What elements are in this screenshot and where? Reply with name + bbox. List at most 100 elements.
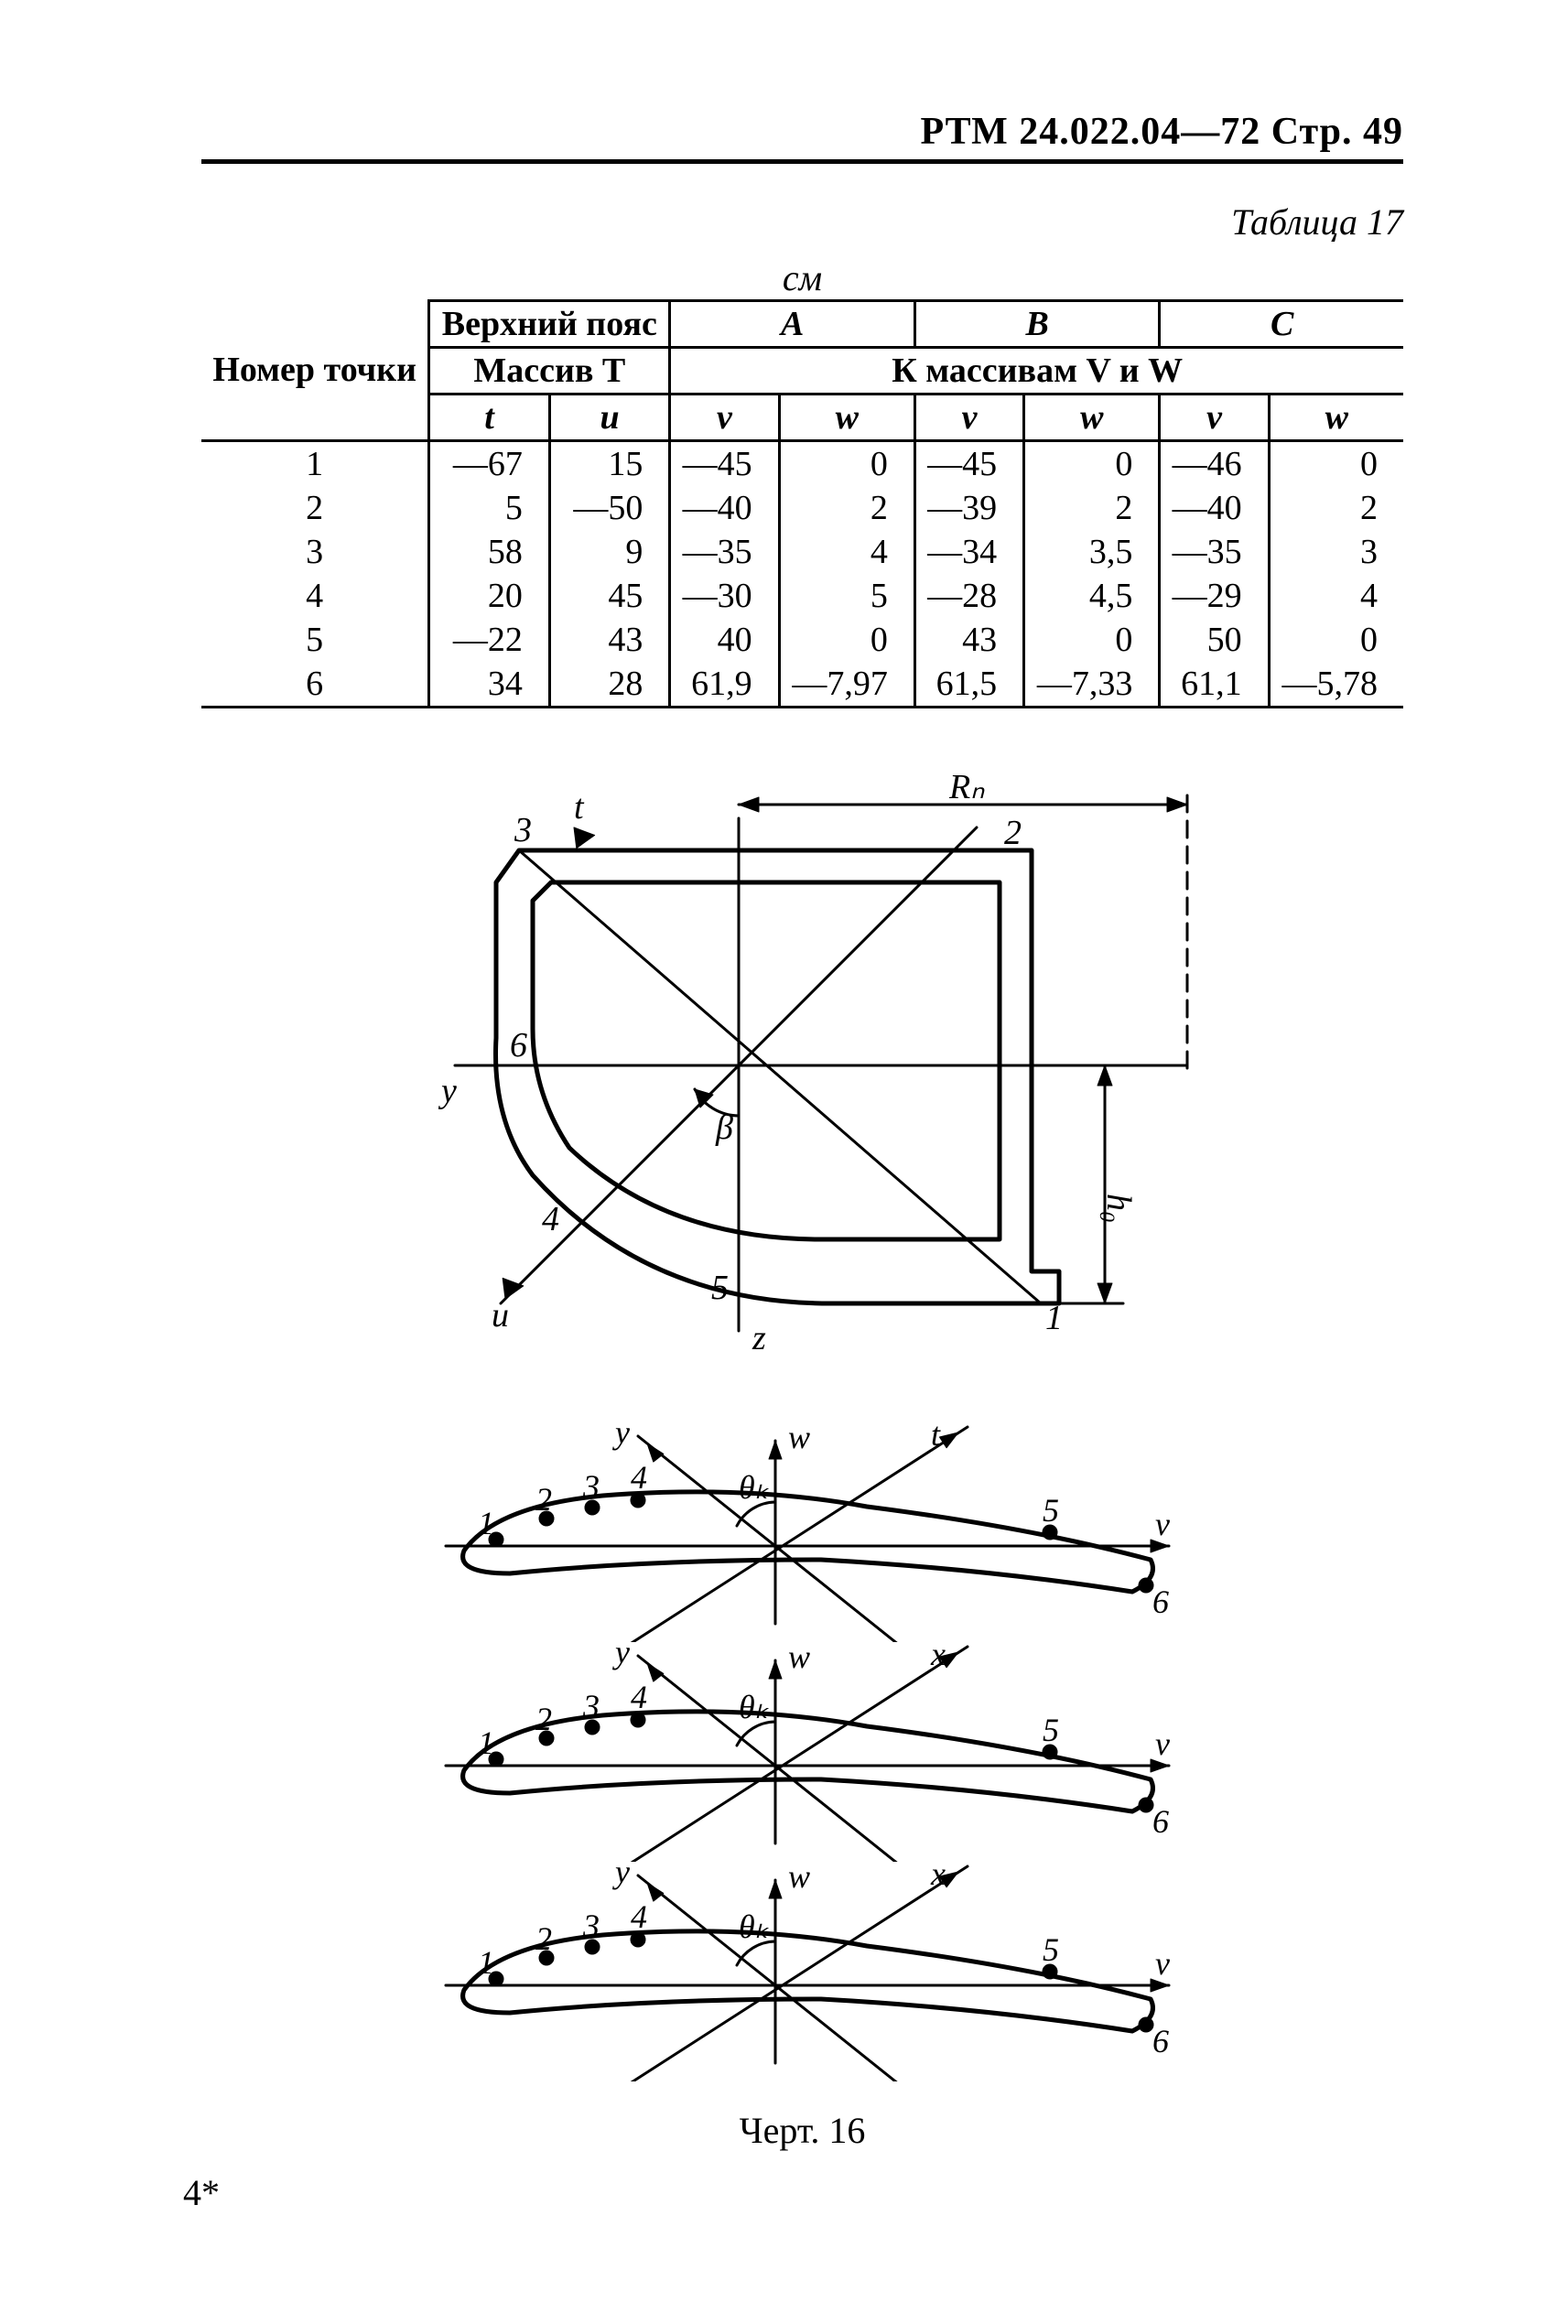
svg-text:1: 1 [478,1724,494,1761]
svg-text:2: 2 [535,1481,552,1518]
svg-text:Rₙ: Rₙ [948,768,985,806]
svg-text:h₀: h₀ [1099,1194,1138,1223]
cell-u: 15 [549,441,670,487]
cell-Aw: 4 [779,530,914,574]
table-row: 3589—354—343,5—353 [201,530,1403,574]
table-unit: см [201,256,1403,299]
cell-Av: —45 [670,441,779,487]
cell-u: 45 [549,574,670,618]
col-top-group: Верхний пояс [429,301,670,348]
cell-Bv: —39 [914,486,1023,530]
svg-text:3: 3 [582,1908,600,1944]
svg-text:y: y [438,1072,457,1110]
svg-text:θₖ: θₖ [739,1908,770,1945]
cell-Cw: 2 [1269,486,1403,530]
svg-text:y: y [612,1642,630,1670]
svg-text:v: v [1155,1725,1170,1762]
svg-text:x: x [930,1862,946,1892]
cell-Av: —40 [670,486,779,530]
svg-text:2: 2 [1004,814,1022,852]
diagram-profile-A: wvytθₖ123456 [391,1422,1215,1642]
cell-Bv: 43 [914,618,1023,662]
page-header: РТМ 24.022.04—72 Стр. 49 [201,110,1403,164]
cell-Cv: —40 [1160,486,1269,530]
svg-text:4: 4 [631,1679,647,1715]
cell-Bv: —34 [914,530,1023,574]
cell-t: 5 [429,486,550,530]
cell-Cv: 50 [1160,618,1269,662]
cell-Cv: —46 [1160,441,1269,487]
col-bottom-group-text: К массивам V и W [892,351,1183,390]
cell-Av: 61,9 [670,662,779,708]
figure-label: Черт. 16 [201,2109,1403,2152]
cell-Bw: —7,33 [1024,662,1160,708]
svg-text:4: 4 [542,1200,559,1238]
svg-text:3: 3 [582,1688,600,1724]
svg-text:1: 1 [478,1944,494,1981]
svg-text:5: 5 [1043,1712,1059,1748]
cell-n: 2 [201,486,429,530]
svg-text:5: 5 [711,1269,729,1307]
cell-u: —50 [549,486,670,530]
cell-t: 34 [429,662,550,708]
cell-Av: —30 [670,574,779,618]
cell-Cw: 0 [1269,618,1403,662]
cell-Bw: 3,5 [1024,530,1160,574]
table-body: 1—6715—450—450—46025—50—402—392—4023589—… [201,441,1403,708]
col-Aw: w [779,395,914,441]
cell-Cw: 0 [1269,441,1403,487]
svg-text:t: t [574,788,585,827]
col-row-label: Номер точки [201,301,429,441]
cell-n: 3 [201,530,429,574]
svg-text:4: 4 [631,1898,647,1935]
cell-Cv: —35 [1160,530,1269,574]
svg-text:y: y [612,1422,630,1451]
cell-Aw: —7,97 [779,662,914,708]
table-row: 25—50—402—392—402 [201,486,1403,530]
cell-Cw: 3 [1269,530,1403,574]
cell-n: 6 [201,662,429,708]
cell-n: 4 [201,574,429,618]
col-Bw: w [1024,395,1160,441]
table-head: Номер точки Верхний пояс A B C Массив T … [201,301,1403,441]
cell-Bw: 0 [1024,618,1160,662]
cell-u: 43 [549,618,670,662]
cell-Bv: 61,5 [914,662,1023,708]
cell-Aw: 0 [779,618,914,662]
cell-Cw: —5,78 [1269,662,1403,708]
svg-text:z: z [752,1319,766,1357]
cell-Bw: 4,5 [1024,574,1160,618]
svg-text:w: w [788,1642,810,1675]
diagram-profile-B: wvyxθₖ123456 [391,1642,1215,1862]
table-caption: Таблица 17 [201,200,1403,243]
svg-text:6: 6 [1152,1803,1169,1840]
svg-text:3: 3 [582,1468,600,1505]
svg-text:5: 5 [1043,1492,1059,1529]
cell-Aw: 2 [779,486,914,530]
col-top-sub-text: Массив T [473,351,625,390]
diagram-profiles-wrap: wvytθₖ123456 wvyxθₖ123456 wvyxθₖ123456 [201,1422,1403,2081]
cell-t: —67 [429,441,550,487]
cell-Bw: 0 [1024,441,1160,487]
table-row: 5—2243400430500 [201,618,1403,662]
svg-text:t: t [931,1422,941,1453]
cell-n: 5 [201,618,429,662]
col-C: C [1160,301,1403,348]
cell-Bv: —28 [914,574,1023,618]
col-Av: v [670,395,779,441]
cell-t: 20 [429,574,550,618]
svg-text:v: v [1155,1506,1170,1542]
cell-Cv: 61,1 [1160,662,1269,708]
cell-Av: —35 [670,530,779,574]
col-top-sub: Массив T [429,348,670,395]
svg-text:w: w [788,1862,810,1895]
svg-text:θₖ: θₖ [739,1689,770,1725]
svg-text:u: u [492,1296,509,1335]
cell-Aw: 0 [779,441,914,487]
diagram-cross-section: tuyzβRₙh₀123456 [345,763,1260,1367]
cell-Bv: —45 [914,441,1023,487]
data-table: Номер точки Верхний пояс A B C Массив T … [201,299,1403,708]
svg-text:2: 2 [535,1701,552,1737]
svg-text:v: v [1155,1945,1170,1982]
cell-Aw: 5 [779,574,914,618]
